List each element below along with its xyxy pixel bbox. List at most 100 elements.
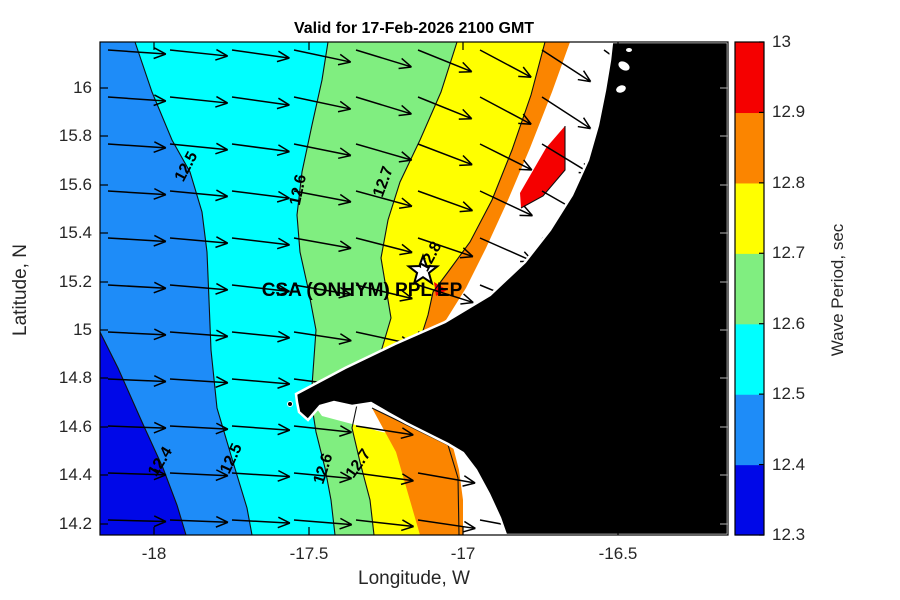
wave-direction-arrow (293, 143, 352, 160)
wave-direction-arrow (231, 190, 290, 203)
y-tick-label: 15.6 (58, 175, 92, 194)
wave-direction-arrow (417, 96, 473, 120)
wave-direction-arrow (417, 519, 476, 533)
wave-direction-arrow (107, 515, 167, 528)
wave-direction-arrow (107, 47, 167, 60)
contour-line (100, 331, 187, 535)
wave-direction-arrow (169, 469, 229, 482)
wave-direction-arrow (355, 284, 413, 302)
colorbar-band (735, 182, 764, 254)
wave-direction-arrow (293, 331, 352, 345)
colorbar-tick-label: 12.3 (772, 525, 806, 544)
colorbar-label: Wave Period, sec (828, 223, 847, 357)
wave-direction-arrow (355, 425, 414, 440)
colorbar-band (735, 42, 764, 114)
wave-direction-arrow (169, 236, 229, 249)
wave-direction-arrow (293, 49, 352, 66)
wave-direction-arrow (169, 189, 229, 202)
band-12.9-13 (520, 126, 565, 208)
colorbar-band (735, 394, 764, 466)
wave-direction-arrow (231, 330, 291, 343)
wave-direction-arrow (231, 377, 291, 389)
wave-direction-arrow (169, 142, 229, 155)
wave-direction-arrow (417, 190, 474, 213)
x-tick-label: -17.5 (289, 544, 329, 563)
colorbar-tick-label: 12.8 (772, 172, 806, 192)
wave-direction-arrow (355, 237, 413, 256)
wave-direction-arrow (541, 96, 592, 130)
wave-direction-arrow (231, 96, 290, 110)
wave-direction-arrow (293, 517, 353, 530)
wave-direction-arrow (541, 49, 592, 83)
wave-direction-arrow (479, 190, 534, 217)
plot-area (100, 42, 728, 535)
wave-direction-arrow (417, 284, 474, 305)
contour-line (520, 126, 566, 209)
location-star-marker (405, 253, 441, 286)
colorbar-band (735, 323, 764, 395)
coastal-inlet (626, 48, 632, 52)
wave-direction-arrow (355, 519, 415, 532)
colorbar-band (735, 464, 764, 536)
coastal-inlet (616, 85, 626, 93)
wave-direction-arrow (293, 425, 353, 437)
contour-line (296, 42, 336, 535)
wave-direction-arrow (417, 237, 474, 259)
contour-line (351, 42, 458, 535)
x-tick-label: -16.5 (598, 544, 638, 563)
wave-direction-arrow (107, 234, 167, 247)
wave-direction-arrow (231, 423, 291, 436)
wave-direction-arrow (231, 284, 291, 297)
y-tick-label: 14.4 (58, 465, 92, 484)
wave-direction-arrow (417, 49, 473, 73)
wave-direction-arrow (293, 190, 352, 206)
colorbar-frame (734, 41, 765, 536)
wave-direction-arrow (107, 94, 167, 107)
y-tick-label: 15.2 (58, 272, 92, 291)
contour-line (134, 42, 253, 535)
wave-direction-arrow (169, 422, 229, 435)
wave-direction-arrow (107, 141, 167, 154)
figure-title: Valid for 17-Feb-2026 2100 GMT (293, 20, 535, 37)
wave-direction-arrow (107, 187, 167, 200)
y-tick-label: 15.4 (58, 223, 92, 242)
wave-direction-arrow (355, 190, 413, 210)
y-tick-label: 16 (73, 78, 92, 97)
wave-direction-arrow (107, 281, 167, 294)
wave-direction-arrow (355, 96, 412, 117)
y-tick-label: 15 (73, 320, 92, 339)
band-12.3-12.4 (100, 332, 186, 535)
y-tick-label: 14.2 (58, 514, 92, 533)
colorbar-tick-label: 12.6 (772, 313, 806, 333)
wave-direction-arrow (107, 421, 167, 434)
y-tick-label: 14.6 (58, 417, 92, 436)
wave-direction-arrow (231, 143, 290, 157)
colorbar-band (735, 253, 764, 325)
wave-direction-arrow (169, 329, 229, 342)
axes-frame (99, 41, 729, 536)
band-12.8-12.9-south (372, 408, 459, 535)
wave-direction-arrow (169, 282, 229, 295)
y-tick-label: 14.8 (58, 368, 92, 387)
x-axis-label: Longitude, W (358, 568, 470, 589)
wave-direction-arrow (293, 237, 352, 253)
land-mass (294, 42, 728, 535)
wave-direction-arrow (293, 284, 352, 299)
wave-direction-arrow (169, 95, 229, 108)
wave-direction-arrow (479, 143, 533, 171)
wave-direction-arrow (169, 376, 229, 388)
wave-direction-arrow (107, 468, 167, 481)
wave-direction-arrow (107, 375, 167, 387)
wave-direction-arrow (479, 96, 532, 125)
wave-direction-arrow (355, 49, 412, 70)
wave-direction-arrow (417, 143, 473, 167)
islet (287, 401, 293, 407)
wave-direction-arrow (479, 49, 532, 78)
wave-direction-arrow (293, 96, 352, 113)
wave-direction-arrow (231, 469, 291, 482)
wave-direction-arrow (107, 328, 167, 341)
colorbar-tick-label: 12.7 (772, 243, 806, 263)
colorbar-tick-label: 12.4 (772, 454, 806, 474)
